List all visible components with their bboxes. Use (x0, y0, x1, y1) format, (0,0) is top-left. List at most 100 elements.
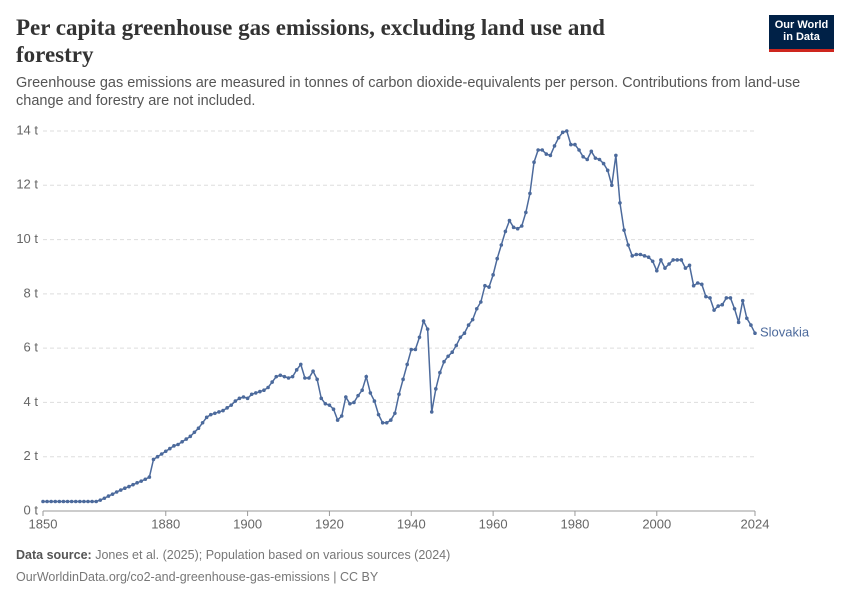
data-point (536, 148, 540, 152)
data-point (601, 161, 606, 166)
data-point (123, 486, 127, 491)
data-point (405, 362, 409, 367)
data-point (638, 252, 643, 257)
x-tick-label: 1880 (151, 516, 180, 531)
data-point (708, 296, 712, 300)
data-point (646, 255, 651, 260)
data-point (356, 393, 360, 398)
data-point (577, 148, 581, 152)
data-point (151, 457, 156, 462)
data-point (364, 374, 369, 379)
data-point (266, 385, 270, 390)
data-point (409, 347, 414, 352)
data-point (581, 154, 585, 159)
data-point (335, 418, 340, 422)
data-point (155, 454, 160, 459)
data-point (740, 298, 745, 303)
data-point (45, 499, 49, 504)
data-point (442, 359, 446, 364)
data-point (605, 168, 610, 173)
data-point (331, 407, 336, 412)
data-point (258, 389, 262, 394)
data-point (73, 499, 78, 504)
data-point (532, 160, 536, 165)
data-point (327, 403, 332, 407)
data-point (286, 376, 291, 380)
data-point (544, 152, 549, 156)
x-tick-label: 1960 (479, 516, 508, 531)
data-point (683, 266, 688, 270)
y-tick-label: 0 t (24, 502, 39, 517)
data-point (503, 229, 508, 234)
data-point (294, 368, 299, 372)
data-point (634, 252, 639, 257)
data-point (204, 415, 209, 420)
x-tick-label: 2024 (741, 516, 770, 531)
data-point (720, 302, 725, 307)
data-point (41, 499, 45, 504)
data-point (507, 218, 512, 223)
data-point (172, 444, 176, 448)
data-point (225, 406, 229, 410)
data-point (663, 266, 667, 270)
data-point (597, 157, 602, 162)
data-point (98, 498, 103, 502)
data-point (368, 391, 373, 395)
data-point (589, 149, 594, 154)
data-point (585, 157, 590, 162)
data-point (274, 374, 279, 379)
data-point (348, 401, 352, 406)
data-point (200, 420, 205, 425)
data-point (163, 449, 168, 454)
data-point (110, 492, 115, 496)
data-point (61, 499, 66, 504)
data-point (180, 439, 184, 444)
y-tick-label: 10 t (16, 231, 38, 246)
data-point (233, 399, 238, 403)
data-point (732, 306, 737, 311)
data-point (352, 400, 356, 405)
data-point (319, 396, 324, 401)
data-point (344, 395, 348, 399)
data-point (540, 148, 545, 152)
data-point (139, 479, 144, 483)
data-point (564, 129, 569, 133)
data-point (69, 499, 74, 504)
data-point (270, 380, 274, 384)
data-point (470, 317, 475, 322)
data-point (749, 323, 753, 327)
data-point (524, 210, 528, 215)
data-point (593, 156, 598, 160)
data-point (118, 488, 123, 492)
source-url[interactable]: OurWorldinData.org/co2-and-greenhouse-ga… (16, 570, 379, 584)
data-point (573, 142, 577, 147)
data-point (184, 437, 189, 441)
data-point (560, 130, 565, 135)
data-point (552, 144, 557, 148)
data-point (483, 283, 487, 288)
data-point (249, 392, 254, 397)
data-point (626, 243, 630, 247)
data-point (724, 296, 729, 300)
data-point (519, 224, 524, 228)
data-point (654, 268, 659, 273)
data-point (528, 191, 532, 196)
y-tick-label: 12 t (16, 177, 38, 192)
data-point (389, 418, 393, 422)
data-point (511, 225, 516, 230)
data-point (704, 294, 708, 299)
source-text: Jones et al. (2025); Population based on… (95, 548, 451, 562)
logo[interactable]: Our World in Data (769, 15, 834, 52)
data-point (716, 304, 720, 308)
data-point (188, 434, 193, 439)
data-point (491, 273, 495, 277)
data-point (49, 499, 53, 504)
data-point (192, 430, 197, 435)
source-label: Data source: (16, 548, 92, 562)
data-point (667, 262, 671, 266)
data-point (135, 480, 139, 485)
data-point (298, 362, 303, 367)
y-tick-label: 2 t (24, 448, 39, 463)
